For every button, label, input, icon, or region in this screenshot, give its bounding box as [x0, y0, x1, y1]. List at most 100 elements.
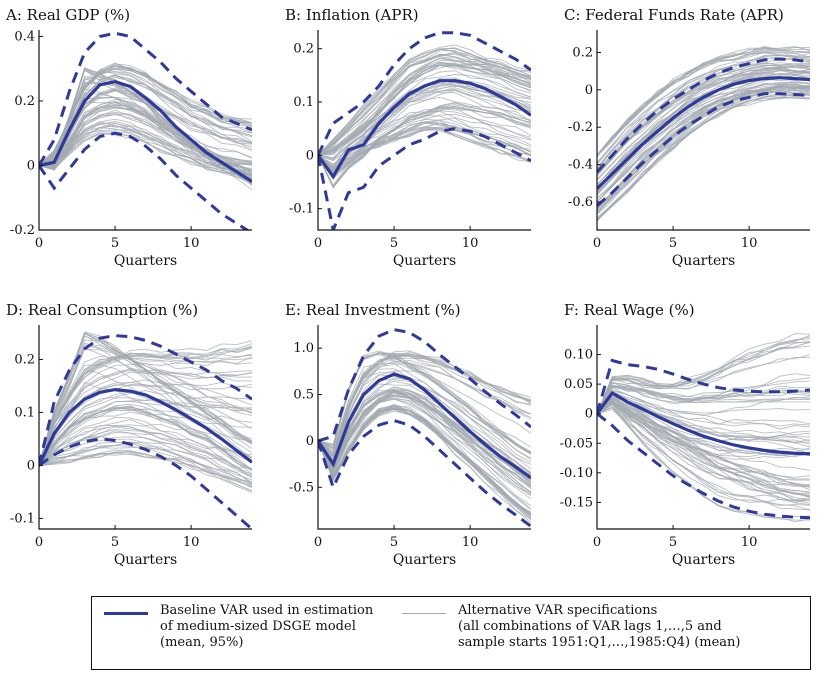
panel-b-baseline-mean-line: [318, 79, 531, 180]
panel-d-alternative-line: [39, 384, 252, 466]
panel-c-y-tick-label: -0.6: [568, 195, 593, 210]
panel-e-alternative-line: [318, 398, 531, 497]
panel-a-alternative-line: [39, 74, 252, 166]
panel-f: F: Real Wage (%) 0 5 10 -0.15 -0.10 -0.05 0 0.05…: [560, 301, 810, 568]
panel-e-alternative-line: [318, 395, 531, 487]
panel-e-baseline-lower-band: [318, 418, 531, 528]
panel-f-baseline-mean-line: [597, 390, 810, 456]
panel-f-alternative-line: [597, 390, 810, 442]
panel-a-baseline-mean-line: [39, 79, 252, 183]
panel-c-alternative-line: [597, 64, 810, 169]
panel-c-alternative-line: [597, 68, 810, 175]
panel-c-alternative-line: [597, 85, 810, 203]
panel-b-y-tick-label: 0: [306, 148, 314, 163]
panel-c-alternative-line: [597, 86, 810, 212]
panel-c-title: C: Federal Funds Rate (APR): [564, 6, 784, 24]
panel-a-alternative-line: [39, 101, 252, 166]
panel-b-alternative-line: [318, 105, 531, 188]
panel-f-x-tick-label: 0: [593, 535, 601, 550]
panel-d-y-tick-label: 0.1: [14, 405, 35, 420]
panel-c: C: Federal Funds Rate (APR) 0 5 10 -0.6 -0.4 -…: [564, 6, 810, 269]
panel-f-alternative-line: [597, 392, 810, 436]
panel-b-alternative-line: [318, 128, 531, 172]
legend-label-baseline: Baseline VAR used in estimation of mediu…: [160, 603, 374, 650]
panel-a-y-tick-label: -0.2: [10, 223, 35, 238]
panel-d-alternative-line: [39, 403, 252, 466]
panel-d-alternative-line: [39, 381, 252, 466]
panel-d-y-tick-label: 0: [27, 458, 35, 473]
panel-d-alternative-line: [39, 343, 252, 466]
legend-swatch-alternatives: [402, 613, 446, 614]
panel-d-plot-area: [39, 331, 252, 529]
panel-c-alternative-line: [597, 50, 810, 156]
panel-a-plot-area: [39, 31, 252, 230]
panel-c-alternative-line: [597, 66, 810, 175]
panel-d-baseline-lower-band: [39, 437, 252, 529]
panel-d-alternative-line: [39, 426, 252, 479]
panel-f-baseline-lower-band: [597, 412, 810, 520]
panel-b-y-tick-label: 0.2: [293, 42, 314, 57]
panel-d-alternative-line: [39, 411, 252, 466]
panel-f-alternative-line: [597, 373, 810, 414]
legend: Baseline VAR used in estimation of mediu…: [91, 596, 811, 670]
panel-b-baseline-upper-band: [318, 31, 531, 156]
panel-e-alternative-line: [318, 408, 531, 518]
panel-f-alternative-line: [597, 386, 810, 414]
panel-f-alternative-line: [597, 397, 810, 471]
panel-f-x-tick-label: 10: [741, 535, 758, 550]
panel-b-alternative-line: [318, 55, 531, 156]
panel-f-alternative-line: [597, 401, 810, 497]
panel-f-y-tick-label: -0.15: [560, 495, 593, 510]
panel-d-alternative-line: [39, 416, 252, 477]
panel-d-y-tick-label: -0.1: [10, 511, 35, 526]
panel-b-alternative-line: [318, 48, 531, 156]
panel-f-alternative-line: [597, 402, 810, 511]
panel-e-y-tick-label: 0.5: [293, 388, 314, 403]
panel-e-alternative-line: [318, 355, 531, 455]
panel-c-x-tick-label: 10: [741, 236, 758, 251]
panel-c-x-tick-label: 0: [593, 236, 601, 251]
panel-e-x-tick-label: 5: [390, 535, 398, 550]
panel-a-alternative-line: [39, 68, 252, 186]
panel-b-alternative-line: [318, 118, 531, 171]
panel-b-alternative-line: [318, 122, 531, 178]
panel-b-alternative-line: [318, 64, 531, 156]
legend-label-alternatives: Alternative VAR specifications (all comb…: [458, 603, 741, 650]
panel-e-alternative-line: [318, 392, 531, 483]
panel-f-alternative-line: [597, 334, 810, 414]
panel-e-alternative-line: [318, 359, 531, 461]
panel-e-alternative-line: [318, 354, 531, 451]
panel-a-alternative-line: [39, 103, 252, 166]
panel-d-alternative-line: [39, 446, 252, 482]
panel-e-y-tick-label: 1.0: [293, 341, 314, 356]
panel-b-x-tick-label: 0: [314, 236, 322, 251]
panel-b-alternative-line: [318, 48, 531, 156]
panel-e-alternative-line: [318, 386, 531, 475]
panel-d-alternative-line: [39, 424, 252, 478]
panel-a-alternative-line: [39, 123, 252, 172]
panel-e-alternative-line: [318, 397, 531, 500]
panel-a-alternative-line: [39, 65, 252, 166]
panel-e-baseline-upper-band: [318, 328, 531, 443]
panel-e: E: Real Investment (%) 0 5 10 -0.5 0 0.5 1.0 Qua…: [285, 301, 531, 568]
panel-a-alternative-line: [39, 132, 252, 179]
panel-d-alternative-line: [39, 364, 252, 466]
panel-f-alternative-line: [597, 338, 810, 414]
panel-b-alternative-line: [318, 127, 531, 171]
panel-d-baseline-upper-band: [39, 334, 252, 466]
panel-b-x-axis-label: Quarters: [393, 253, 456, 269]
panel-c-y-tick-label: -0.4: [568, 158, 593, 173]
panel-e-alternative-line: [318, 395, 531, 494]
panel-d-alternative-line: [39, 342, 252, 466]
panel-a-x-tick-label: 0: [35, 236, 43, 251]
panel-b-x-tick-label: 10: [462, 236, 479, 251]
panel-e-x-tick-label: 0: [314, 535, 322, 550]
panel-a-alternative-line: [39, 71, 252, 166]
panel-b-alternative-line: [318, 105, 531, 187]
panel-e-alternative-line: [318, 377, 531, 465]
panel-c-alternative-line: [597, 45, 810, 158]
panel-e-plot-area: [318, 328, 531, 528]
panel-d-x-tick-label: 0: [35, 535, 43, 550]
panel-f-plot-area: [597, 333, 810, 523]
